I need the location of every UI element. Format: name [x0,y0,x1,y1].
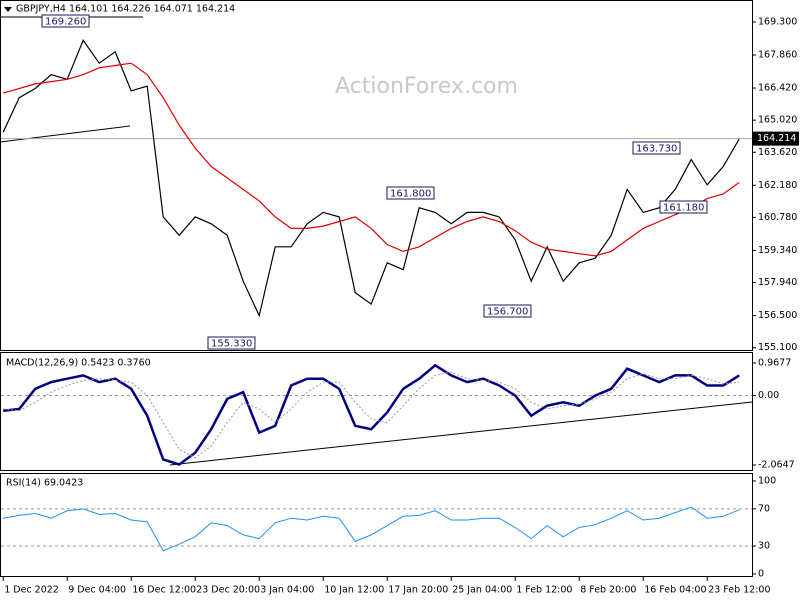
x-tick-label: 3 Jan 04:00 [260,585,314,596]
chart-title: GBPJPY,H4 164.101 164.226 164.071 164.21… [16,4,235,15]
series-line [3,363,740,466]
y-tick-label: 0.00 [758,390,779,401]
x-tick-label: 9 Dec 04:00 [68,585,126,596]
y-tick-label: 155.100 [758,342,797,353]
y-tick-label: 163.620 [758,147,797,158]
y-tick-label: 70 [758,503,770,514]
series-line [2,39,740,318]
x-tick-label: 1 Dec 2022 [4,585,59,596]
last-price-tag [753,131,799,146]
y-tick-label: 159.340 [758,245,797,256]
menu-icon[interactable] [4,7,12,12]
price-panel [0,0,753,351]
watermark: ActionForex.com [335,74,518,99]
annotation: 169.260 [45,17,86,28]
y-tick-label: -2.0647 [758,460,795,471]
annotation: 161.800 [390,189,431,200]
trendline [169,401,753,466]
rsi-panel [0,473,753,577]
last-price-label: 164.214 [757,133,796,144]
series-line [3,62,740,257]
x-tick-label: 17 Jan 20:00 [388,585,448,596]
annotation: 163.730 [636,144,677,155]
trendline [0,125,131,143]
x-tick-label: 8 Feb 20:00 [580,585,636,596]
annotation: 155.330 [211,339,252,350]
y-tick-label: 30 [758,541,770,552]
y-tick-label: 167.860 [758,49,797,60]
series-line [3,371,740,459]
y-tick-label: 160.780 [758,212,797,223]
x-tick-label: 16 Feb 04:00 [644,585,706,596]
annotation-box [386,186,435,200]
indicator-title: RSI(14) 69.0423 [6,478,83,489]
y-tick-label: 156.500 [758,310,797,321]
x-tick-label: 1 Feb 12:00 [516,585,572,596]
annotation-box [41,14,90,28]
y-tick-label: 162.180 [758,180,797,191]
macd-panel [0,352,753,471]
x-tick-label: 23 Dec 20:00 [196,585,260,596]
y-tick-label: 0 [758,568,764,579]
series-line [3,506,740,552]
annotation: 156.700 [487,307,528,318]
x-tick-label: 10 Jan 12:00 [324,585,384,596]
y-tick-label: 157.940 [758,277,797,288]
y-tick-label: 166.420 [758,83,797,94]
y-tick-label: 165.020 [758,115,797,126]
annotation: 161.180 [663,203,704,214]
x-tick-label: 25 Jan 04:00 [452,585,512,596]
annotation-box [483,304,532,318]
x-tick-label: 16 Dec 12:00 [132,585,196,596]
y-tick-label: 169.300 [758,16,797,27]
indicator-title: MACD(12,26,9) 0.5423 0.3760 [6,358,151,369]
annotation-box [632,141,681,155]
x-tick-label: 23 Feb 12:00 [708,585,770,596]
y-tick-label: 100 [758,475,776,486]
annotation-box [659,200,708,214]
y-tick-label: 0.9677 [758,358,791,369]
annotation-box [207,336,256,350]
